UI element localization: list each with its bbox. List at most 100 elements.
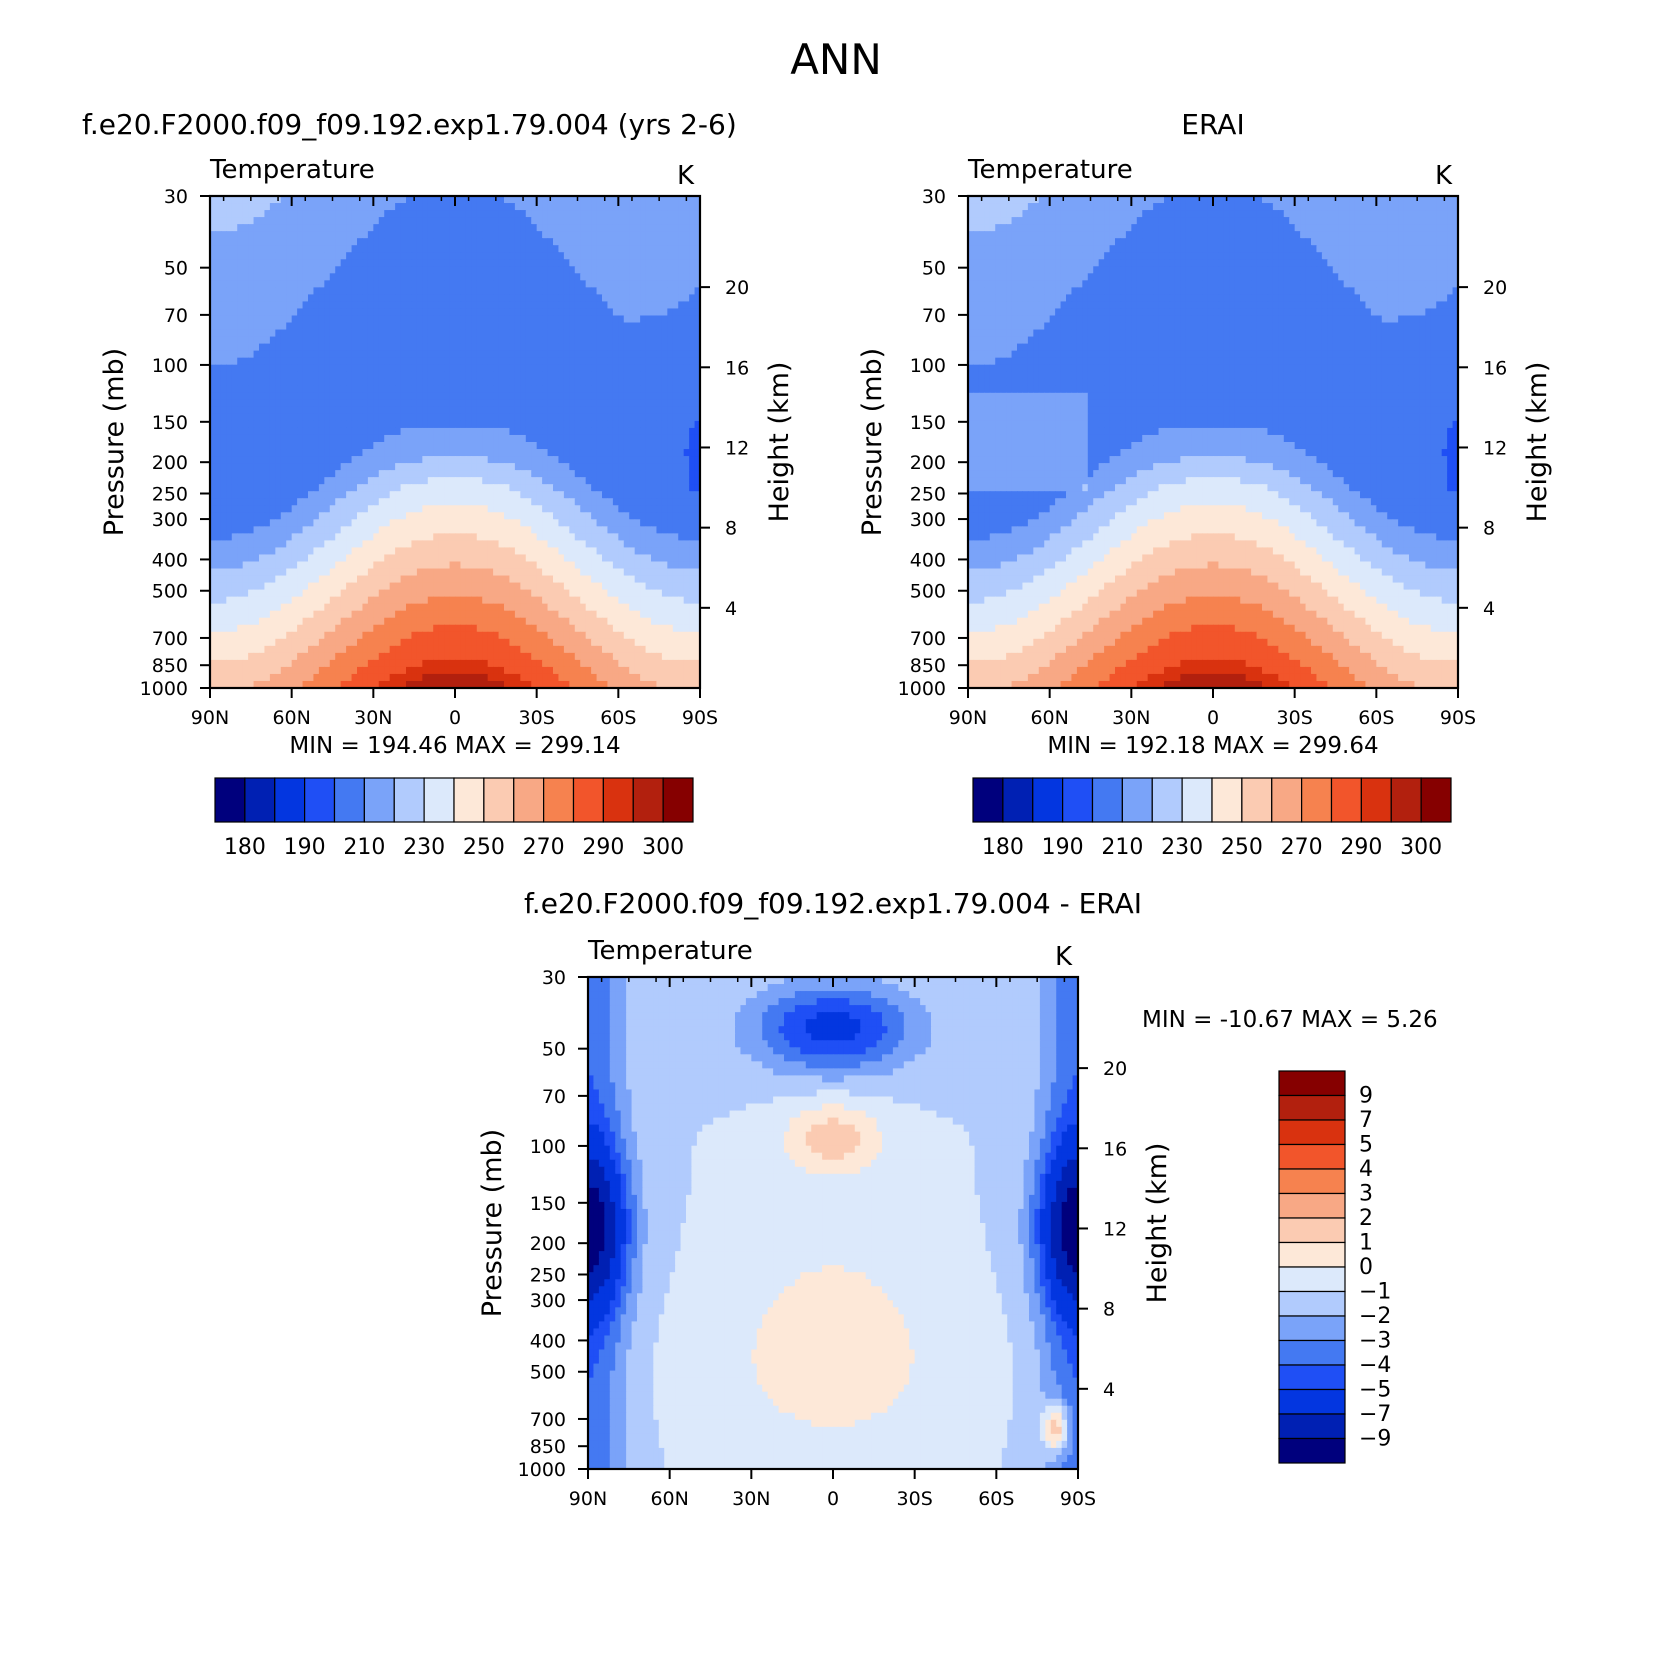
- heat-cell: [651, 203, 658, 211]
- heat-cell: [525, 378, 532, 387]
- heat-cell: [384, 224, 391, 232]
- heat-cell: [242, 420, 249, 429]
- heat-cell: [367, 554, 374, 563]
- heat-cell: [514, 357, 521, 366]
- heat-cell: [672, 371, 679, 380]
- heat-cell: [482, 287, 489, 295]
- heat-cell: [465, 533, 472, 541]
- heat-cell: [482, 491, 489, 499]
- heat-cell: [504, 420, 511, 429]
- heat-cell: [264, 399, 271, 408]
- heat-cell: [291, 526, 298, 534]
- heat-cell: [531, 547, 538, 556]
- heat-cell: [651, 392, 658, 401]
- heat-cell: [444, 420, 451, 429]
- heat-cell: [612, 259, 619, 267]
- heat-cell: [406, 252, 413, 260]
- heat-cell: [367, 322, 374, 331]
- heat-cell: [378, 533, 385, 541]
- heat-cell: [389, 568, 396, 577]
- heat-cell: [286, 463, 293, 471]
- heat-cell: [465, 217, 472, 225]
- heat-cell: [226, 575, 233, 584]
- heat-cell: [362, 280, 369, 288]
- heat-cell: [280, 315, 287, 324]
- heat-cell: [367, 456, 374, 464]
- heat-cell: [678, 315, 685, 324]
- heat-cell: [465, 427, 472, 436]
- heat-cell: [640, 463, 647, 471]
- heat-cell: [504, 245, 511, 253]
- heat-cell: [324, 336, 331, 345]
- heat-cell: [378, 434, 385, 443]
- heat-cell: [640, 392, 647, 401]
- heat-cell: [585, 575, 592, 584]
- heat-cell: [210, 554, 217, 563]
- heat-cell: [689, 477, 696, 485]
- heat-cell: [629, 526, 636, 534]
- heat-cell: [591, 259, 598, 267]
- heat-cell: [618, 484, 625, 492]
- heat-cell: [324, 413, 331, 422]
- heat-cell: [395, 449, 402, 457]
- heat-cell: [335, 217, 342, 225]
- heat-cell: [580, 357, 587, 366]
- heat-cell: [525, 273, 532, 281]
- heat-cell: [563, 575, 570, 584]
- heat-cell: [302, 364, 309, 373]
- heat-cell: [683, 385, 690, 394]
- heat-cell: [504, 456, 511, 464]
- heat-cell: [302, 210, 309, 218]
- heat-cell: [367, 526, 374, 534]
- heat-cell: [335, 582, 342, 591]
- heat-cell: [297, 470, 304, 478]
- heat-cell: [563, 280, 570, 288]
- heat-cell: [297, 484, 304, 492]
- heat-cell: [569, 491, 576, 499]
- heat-cell: [667, 392, 674, 401]
- heat-cell: [220, 561, 227, 570]
- heat-cell: [373, 238, 380, 246]
- heat-cell: [520, 463, 527, 471]
- heat-cell: [569, 477, 576, 485]
- heat-cell: [269, 449, 276, 457]
- heat-cell: [248, 336, 255, 345]
- heat-cell: [493, 217, 500, 225]
- heat-cell: [476, 512, 483, 520]
- heat-cell: [536, 231, 543, 239]
- heat-cell: [378, 308, 385, 317]
- heat-cell: [455, 505, 462, 513]
- heat-cell: [220, 484, 227, 492]
- heat-cell: [531, 406, 538, 415]
- heat-cell: [389, 463, 396, 471]
- heat-cell: [318, 294, 325, 303]
- heat-cell: [286, 434, 293, 443]
- heat-cell: [313, 392, 320, 401]
- heat-cell: [215, 315, 222, 324]
- heat-cell: [422, 561, 429, 570]
- heat-cell: [498, 294, 505, 303]
- heat-cell: [591, 336, 598, 345]
- heat-cell: [525, 280, 532, 288]
- heat-cell: [427, 456, 434, 464]
- heat-cell: [612, 364, 619, 373]
- heat-cell: [455, 498, 462, 506]
- heat-cell: [210, 449, 217, 457]
- heat-cell: [210, 315, 217, 324]
- heat-cell: [433, 231, 440, 239]
- heat-cell: [536, 294, 543, 303]
- heat-cell: [645, 196, 652, 204]
- heat-cell: [574, 308, 581, 317]
- heat-cell: [346, 308, 353, 317]
- heat-cell: [416, 456, 423, 464]
- heat-cell: [623, 505, 630, 513]
- heat-cell: [275, 266, 282, 274]
- heat-cell: [634, 385, 641, 394]
- heat-cell: [210, 196, 217, 204]
- heat-cell: [607, 434, 614, 443]
- heat-cell: [667, 287, 674, 295]
- heat-cell: [378, 259, 385, 267]
- heat-cell: [471, 357, 478, 366]
- heat-cell: [378, 540, 385, 549]
- heat-cell: [210, 463, 217, 471]
